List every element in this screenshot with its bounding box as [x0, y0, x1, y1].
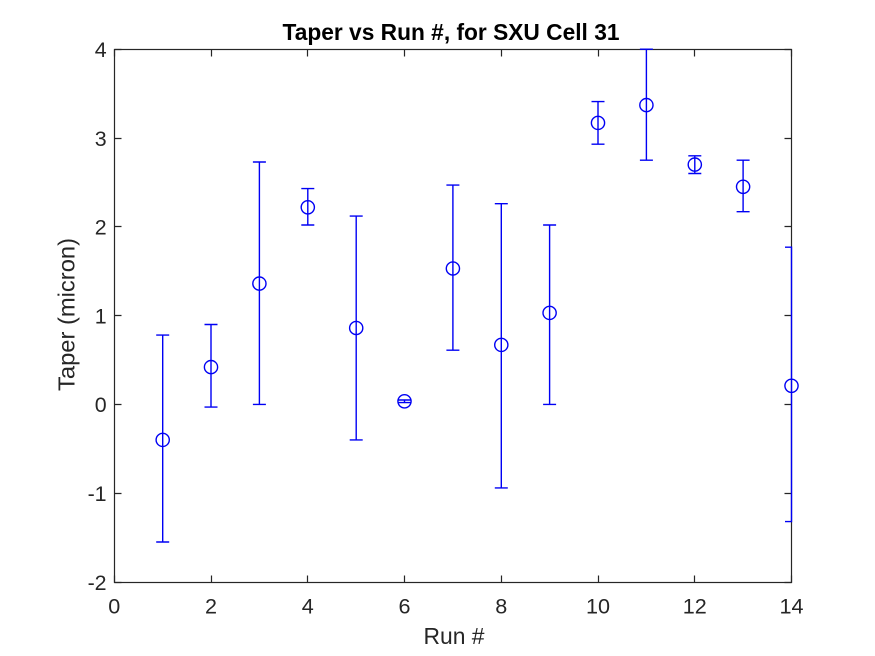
- svg-text:2: 2: [205, 594, 217, 619]
- svg-text:1: 1: [95, 304, 107, 328]
- svg-text:6: 6: [398, 594, 410, 619]
- svg-text:Run #: Run #: [424, 623, 485, 649]
- svg-text:4: 4: [302, 594, 314, 619]
- svg-text:2: 2: [95, 216, 107, 240]
- svg-text:-1: -1: [88, 482, 107, 506]
- svg-text:4: 4: [95, 38, 107, 62]
- svg-text:8: 8: [495, 594, 507, 619]
- svg-text:0: 0: [95, 393, 107, 417]
- svg-text:14: 14: [779, 594, 803, 619]
- svg-text:10: 10: [586, 594, 610, 619]
- svg-text:0: 0: [108, 594, 120, 619]
- svg-text:Taper vs Run #, for SXU Cell 3: Taper vs Run #, for SXU Cell 31: [283, 19, 620, 45]
- svg-text:-2: -2: [88, 571, 107, 595]
- svg-text:Taper (micron): Taper (micron): [54, 238, 80, 391]
- svg-text:3: 3: [95, 127, 107, 151]
- svg-text:12: 12: [683, 594, 707, 619]
